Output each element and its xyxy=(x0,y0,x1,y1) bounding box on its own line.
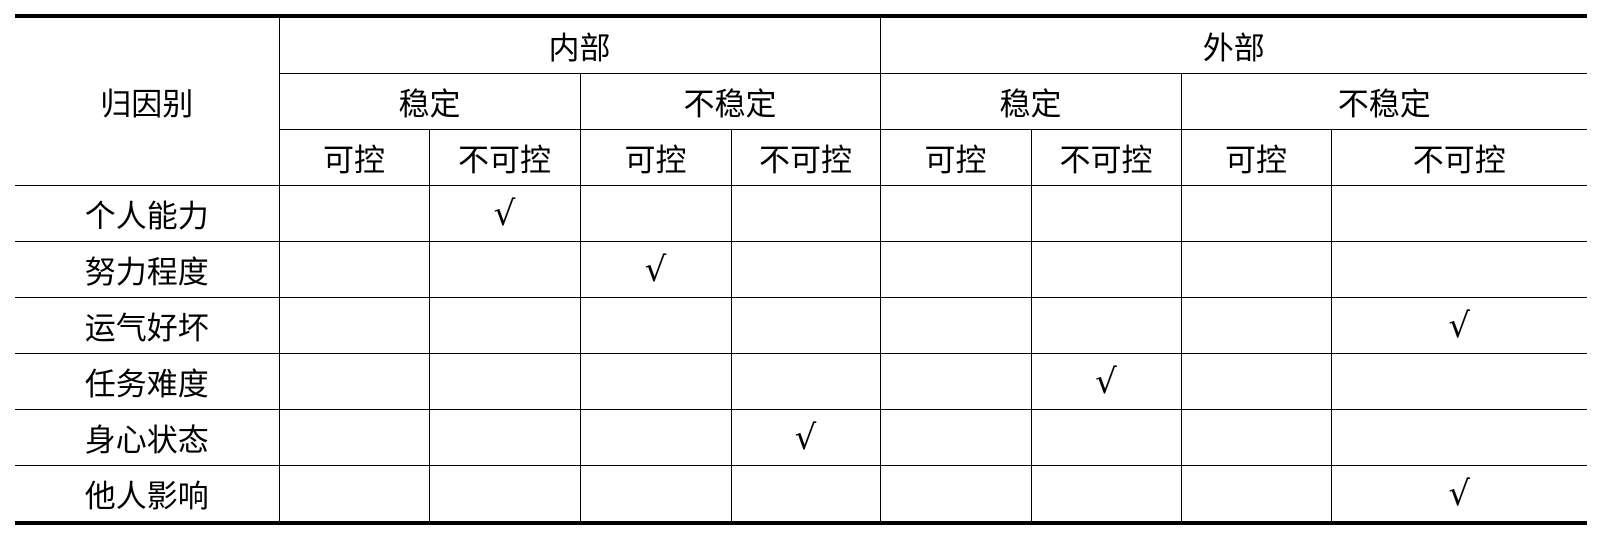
check-mark-icon: √ xyxy=(794,417,817,458)
table-cell xyxy=(1330,185,1587,242)
row-label: 身心状态 xyxy=(15,409,280,466)
table-row: 他人影响 √ xyxy=(15,465,1587,524)
table-cell: √ xyxy=(1330,297,1587,354)
row-label: 努力程度 xyxy=(15,241,280,298)
table-cell xyxy=(579,353,732,410)
table-cell: √ xyxy=(428,185,581,242)
control-header: 不可控 xyxy=(1030,129,1182,186)
table-cell xyxy=(428,297,581,354)
row-label: 运气好坏 xyxy=(15,297,280,354)
table-cell xyxy=(1030,409,1182,466)
table-cell xyxy=(879,409,1032,466)
table-cell xyxy=(730,297,881,354)
table-cell xyxy=(1180,185,1332,242)
table-cell xyxy=(428,465,581,524)
row-header-label: 归因别 xyxy=(15,15,280,186)
row-label: 他人影响 xyxy=(15,465,280,524)
group-external: 外部 xyxy=(879,15,1587,74)
control-header: 可控 xyxy=(1180,129,1332,186)
control-header: 可控 xyxy=(879,129,1032,186)
table-cell: √ xyxy=(579,241,732,298)
stability-header: 不稳定 xyxy=(1180,73,1587,130)
table-cell xyxy=(730,465,881,524)
table-cell xyxy=(428,241,581,298)
table-cell xyxy=(879,353,1032,410)
table-cell xyxy=(879,185,1032,242)
table-cell xyxy=(730,185,881,242)
table-cell xyxy=(579,465,732,524)
table-cell xyxy=(428,353,581,410)
table-cell xyxy=(278,409,430,466)
table-cell xyxy=(278,353,430,410)
attribution-table: 归因别 内部 外部 稳定 不稳定 稳定 不稳定 可控 不可控 可控 不可控 可控… xyxy=(15,14,1587,525)
row-label: 任务难度 xyxy=(15,353,280,410)
table-cell xyxy=(1030,185,1182,242)
table-cell: √ xyxy=(1330,465,1587,524)
table-cell xyxy=(1030,297,1182,354)
check-mark-icon: √ xyxy=(644,249,667,290)
table-cell xyxy=(579,409,732,466)
stability-header: 稳定 xyxy=(279,73,581,130)
table-cell xyxy=(579,297,732,354)
control-header: 不可控 xyxy=(1330,129,1587,186)
table-cell xyxy=(1180,297,1332,354)
table-cell xyxy=(730,353,881,410)
table-cell xyxy=(1180,241,1332,298)
check-mark-icon: √ xyxy=(1448,305,1471,346)
table-cell xyxy=(1330,353,1587,410)
control-header: 不可控 xyxy=(428,129,581,186)
table-cell xyxy=(1180,409,1332,466)
table-row: 运气好坏 √ xyxy=(15,297,1587,354)
table-row: 任务难度 √ xyxy=(15,353,1587,410)
table-cell xyxy=(1180,465,1332,524)
table-cell: √ xyxy=(1030,353,1182,410)
table-cell xyxy=(1030,241,1182,298)
check-mark-icon: √ xyxy=(1095,361,1117,402)
table-cell xyxy=(879,465,1032,524)
table-cell xyxy=(730,241,881,298)
table-row: 个人能力 √ xyxy=(15,185,1587,242)
table-cell xyxy=(278,185,430,242)
table-cell xyxy=(278,465,430,524)
table-row: 努力程度 √ xyxy=(15,241,1587,298)
control-header: 可控 xyxy=(279,129,430,186)
table-cell xyxy=(1330,409,1587,466)
table-cell: √ xyxy=(730,409,881,466)
group-internal: 内部 xyxy=(278,15,881,74)
table-row: 身心状态 √ xyxy=(15,409,1587,466)
stability-header: 不稳定 xyxy=(579,73,881,130)
table-cell xyxy=(579,185,732,242)
table-cell xyxy=(1180,353,1332,410)
control-header: 可控 xyxy=(579,129,732,186)
table-cell xyxy=(428,409,581,466)
table-cell xyxy=(879,297,1032,354)
table-cell xyxy=(1330,241,1587,298)
check-mark-icon: √ xyxy=(493,193,516,234)
table-cell xyxy=(879,241,1032,298)
table-cell xyxy=(1030,465,1182,524)
stability-header: 稳定 xyxy=(879,73,1182,130)
row-label: 个人能力 xyxy=(15,185,280,242)
check-mark-icon: √ xyxy=(1448,473,1471,514)
table-cell xyxy=(278,297,430,354)
control-header: 不可控 xyxy=(730,129,881,186)
table-cell xyxy=(278,241,430,298)
